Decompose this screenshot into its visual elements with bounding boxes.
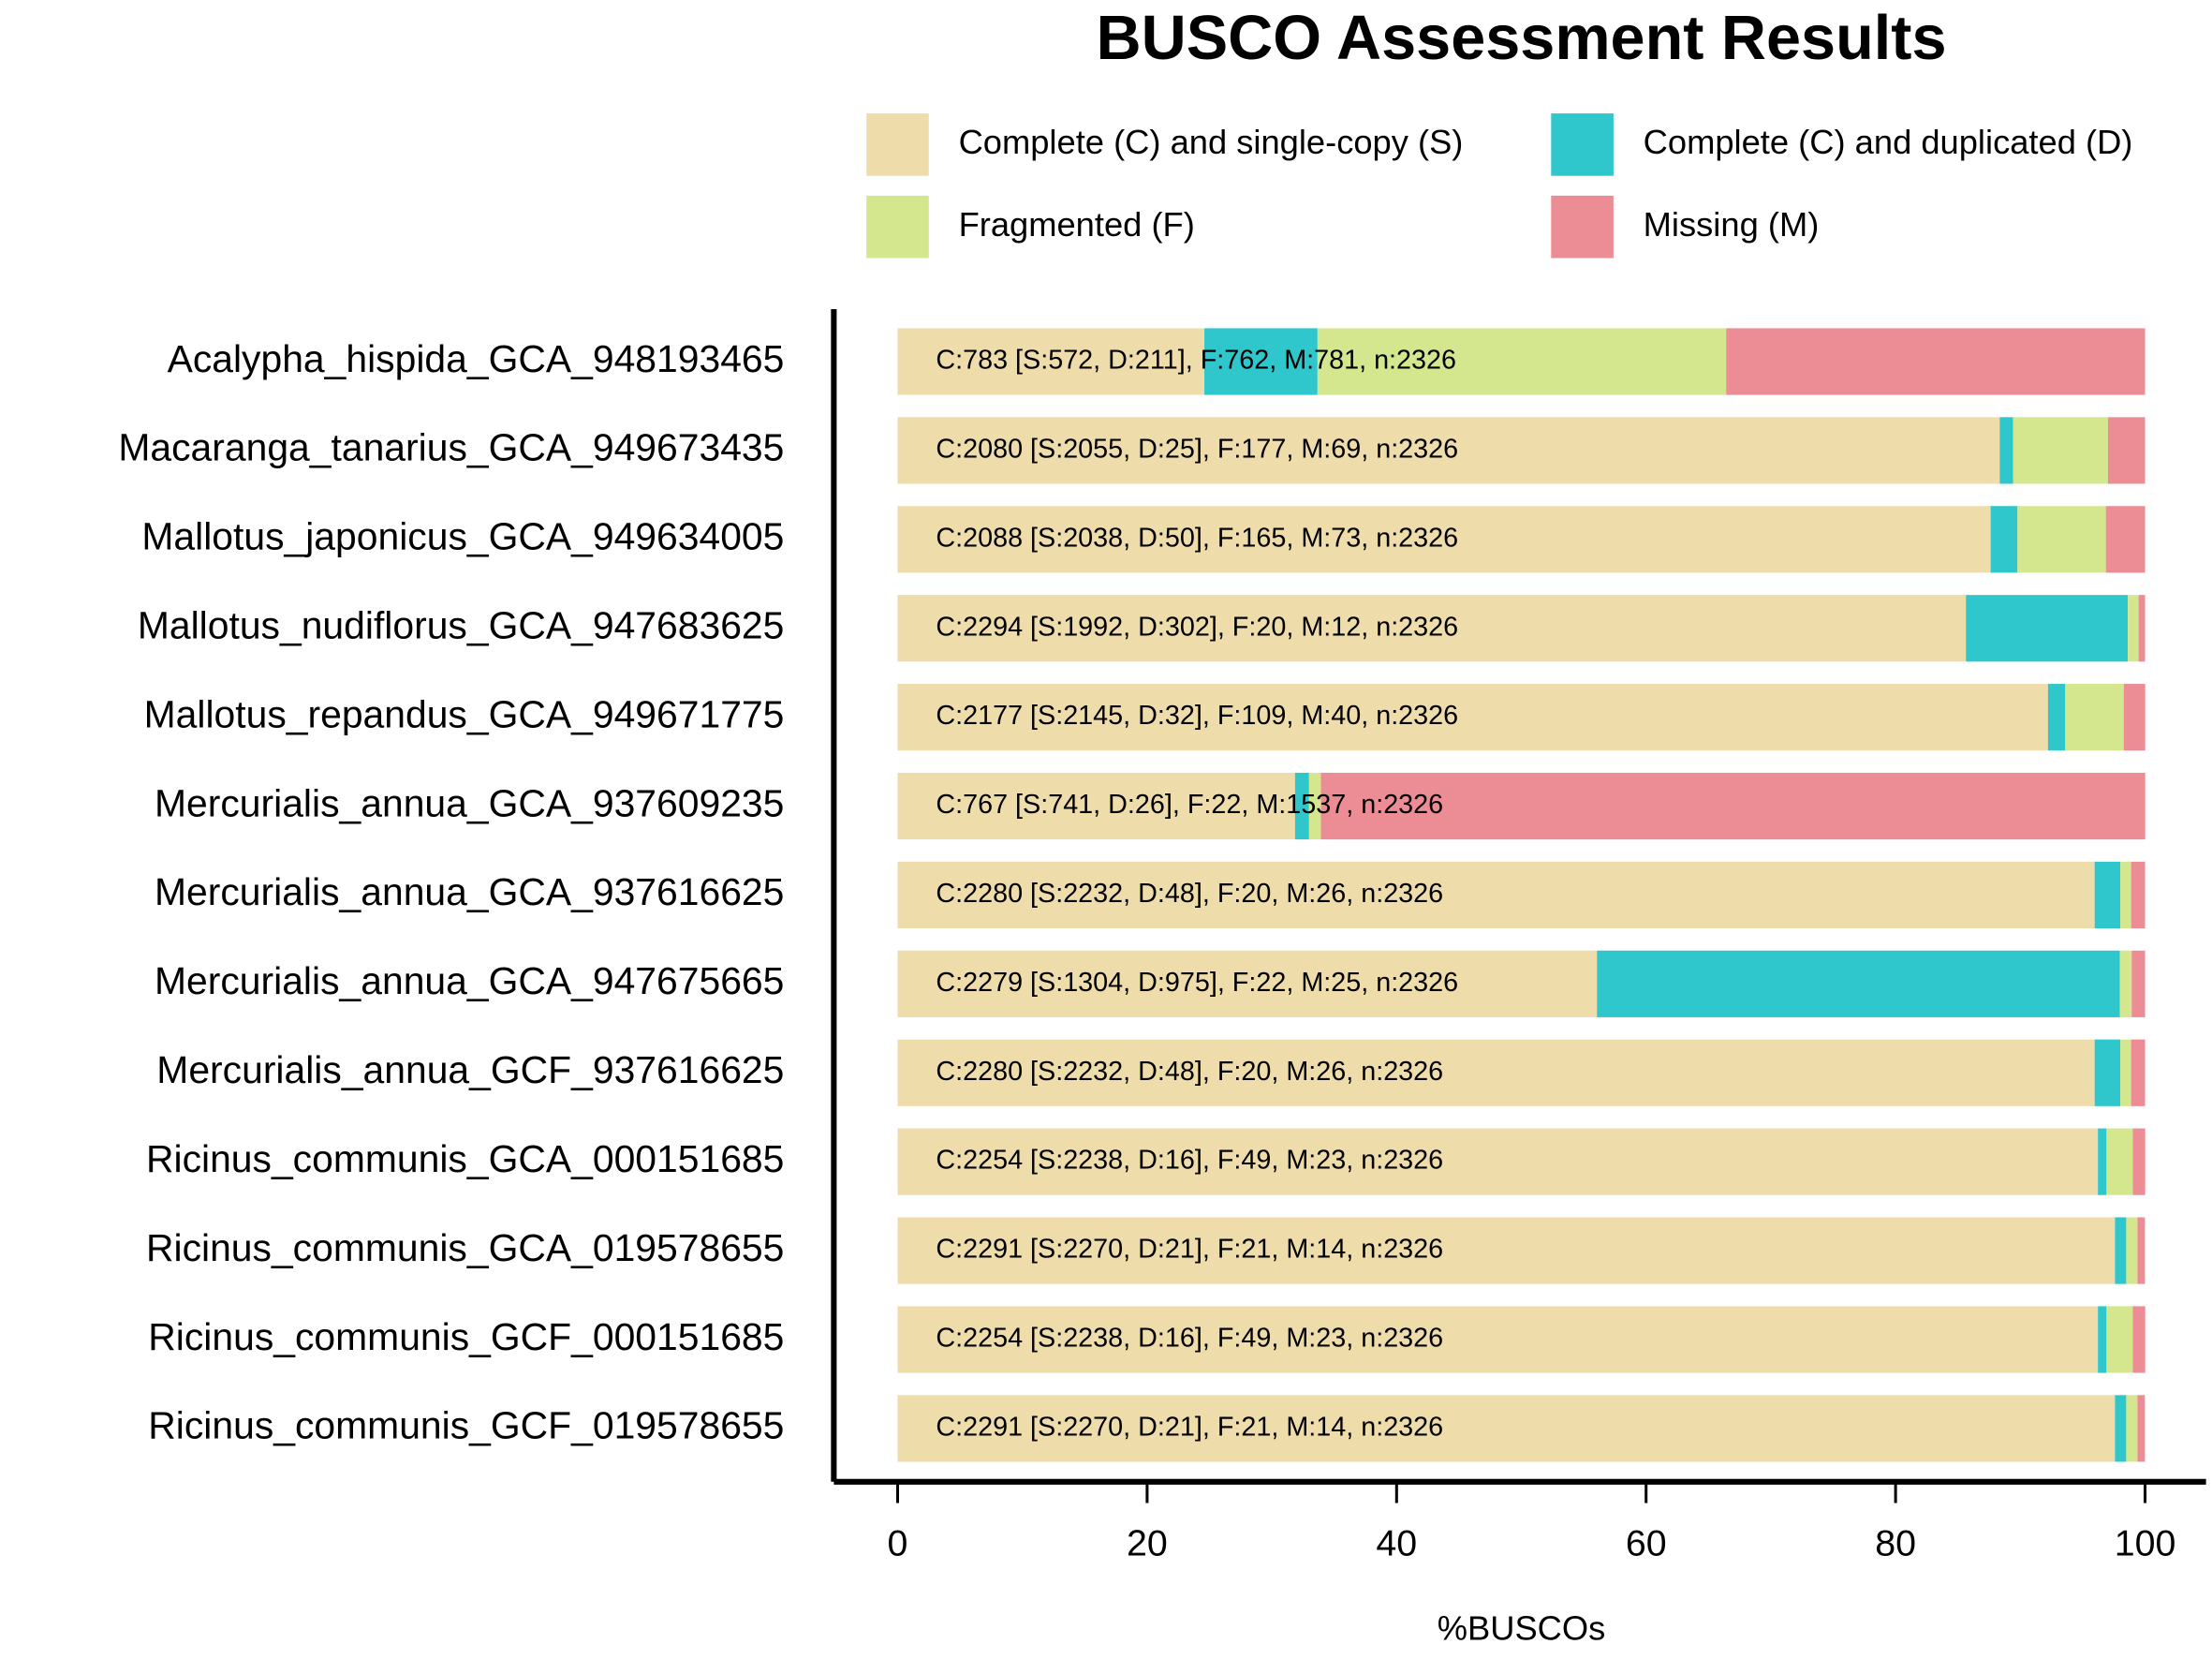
bar-segment <box>897 950 1598 1017</box>
bar-segment <box>1294 772 1309 840</box>
x-tick-label: 80 <box>1875 1522 1916 1563</box>
bar-segment <box>2098 1128 2107 1195</box>
bar-segment <box>2115 1395 2127 1462</box>
bar-annotation: C:2291 [S:2270, D:21], F:21, M:14, n:232… <box>936 1235 1443 1265</box>
bar-segment <box>897 328 1205 395</box>
bar-segment <box>897 861 2095 929</box>
bar-segment <box>2094 1039 2121 1106</box>
y-tick-label: Mallotus_nudiflorus_GCA_947683625 <box>138 604 785 647</box>
bar-segment <box>897 1395 2116 1462</box>
y-tick-label: Mallotus_japonicus_GCA_949634005 <box>141 515 784 558</box>
bar-segment <box>2065 684 2124 751</box>
bar-segment <box>2013 417 2108 484</box>
bar-segment <box>2132 1306 2146 1373</box>
bar-segment <box>1308 772 1321 840</box>
bar-segment <box>897 1217 2116 1284</box>
bar-segment <box>2120 1039 2131 1106</box>
bar-annotation: C:2280 [S:2232, D:48], F:20, M:26, n:232… <box>936 1057 1443 1087</box>
bar-segment <box>2094 861 2121 929</box>
y-tick-label: Mallotus_repandus_GCA_949671775 <box>144 692 785 735</box>
chart-title: BUSCO Assessment Results <box>1097 4 1947 73</box>
x-tick-label: 100 <box>2115 1522 2176 1563</box>
bar-segment <box>2098 1306 2107 1373</box>
y-tick-label: Mercurialis_annua_GCA_947675665 <box>155 959 784 1002</box>
bar-segment <box>1317 328 1727 395</box>
bar-segment <box>2126 1217 2138 1284</box>
bar-segment <box>2047 684 2066 751</box>
bar-annotation: C:2291 [S:2270, D:21], F:21, M:14, n:232… <box>936 1412 1443 1442</box>
legend-label: Complete (C) and single-copy (S) <box>959 123 1464 161</box>
bar-segment <box>897 684 2048 751</box>
bar-segment <box>1597 950 2120 1017</box>
bar-segment <box>897 595 1967 662</box>
bar-segment <box>2126 1395 2138 1462</box>
legend-label: Missing (M) <box>1644 205 1820 244</box>
bar-segment <box>897 1128 2099 1195</box>
y-tick-label: Mercurialis_annua_GCF_937616625 <box>156 1048 784 1091</box>
bar-segment <box>2138 595 2146 662</box>
legend-swatch <box>866 113 929 176</box>
bar-segment <box>1726 328 2146 395</box>
bar-segment <box>2105 506 2146 573</box>
bar-segment <box>897 1306 2099 1373</box>
bar-segment <box>1320 772 2146 840</box>
bar-segment <box>2131 1039 2146 1106</box>
bar-annotation: C:2254 [S:2238, D:16], F:49, M:23, n:232… <box>936 1324 1443 1354</box>
bar-segment <box>2131 950 2146 1017</box>
bar-segment <box>2106 1306 2133 1373</box>
x-axis-label: %BUSCOs <box>1438 1608 1606 1647</box>
bar-segment <box>1999 417 2013 484</box>
bar-annotation: C:2088 [S:2038, D:50], F:165, M:73, n:23… <box>936 523 1458 553</box>
bar-annotation: C:2177 [S:2145, D:32], F:109, M:40, n:23… <box>936 701 1458 731</box>
bar-annotation: C:2254 [S:2238, D:16], F:49, M:23, n:232… <box>936 1146 1443 1176</box>
y-tick-label: Macaranga_tanarius_GCA_949673435 <box>118 426 784 469</box>
y-tick-label: Ricinus_communis_GCA_000151685 <box>146 1137 784 1180</box>
legend-label: Complete (C) and duplicated (D) <box>1644 123 2133 161</box>
x-tick-label: 20 <box>1127 1522 1168 1563</box>
x-tick-label: 60 <box>1626 1522 1667 1563</box>
x-tick-label: 0 <box>888 1522 908 1563</box>
x-tick-label: 40 <box>1376 1522 1417 1563</box>
bar-segment <box>2131 861 2146 929</box>
bar-segment <box>2119 950 2132 1017</box>
bar-segment <box>2137 1395 2146 1462</box>
y-tick-label: Acalypha_hispida_GCA_948193465 <box>168 337 785 380</box>
bar-annotation: C:783 [S:572, D:211], F:762, M:781, n:23… <box>936 346 1456 376</box>
bar-annotation: C:2280 [S:2232, D:48], F:20, M:26, n:232… <box>936 879 1443 909</box>
bar-segment <box>2128 595 2139 662</box>
bar-segment <box>897 506 1991 573</box>
bar-segment <box>1966 595 2129 662</box>
bar-segment <box>2137 1217 2146 1284</box>
bar-segment <box>897 772 1295 840</box>
bar-annotation: C:2294 [S:1992, D:302], F:20, M:12, n:23… <box>936 612 1458 642</box>
bar-annotation: C:767 [S:741, D:26], F:22, M:1537, n:232… <box>936 790 1443 820</box>
bar-segment <box>1990 506 2018 573</box>
bar-segment <box>2115 1217 2127 1284</box>
bar-segment <box>2017 506 2106 573</box>
legend-label: Fragmented (F) <box>959 205 1195 244</box>
legend-swatch <box>1551 113 1614 176</box>
legend-swatch <box>1551 195 1614 259</box>
bar-annotation: C:2279 [S:1304, D:975], F:22, M:25, n:23… <box>936 968 1458 998</box>
bar-segment <box>2123 684 2146 751</box>
bar-segment <box>2107 417 2146 484</box>
bar-segment <box>2106 1128 2133 1195</box>
bar-segment <box>897 417 2000 484</box>
bar-segment <box>1204 328 1318 395</box>
y-tick-label: Ricinus_communis_GCA_019578655 <box>146 1226 784 1269</box>
y-tick-label: Ricinus_communis_GCF_019578655 <box>148 1404 784 1447</box>
bar-segment <box>897 1039 2095 1106</box>
bar-annotation: C:2080 [S:2055, D:25], F:177, M:69, n:23… <box>936 434 1458 464</box>
bar-segment <box>2120 861 2131 929</box>
y-tick-label: Mercurialis_annua_GCA_937609235 <box>155 781 784 824</box>
bar-segment <box>2132 1128 2146 1195</box>
y-tick-label: Mercurialis_annua_GCA_937616625 <box>155 870 784 913</box>
legend-swatch <box>866 195 929 259</box>
y-tick-label: Ricinus_communis_GCF_000151685 <box>148 1315 784 1358</box>
